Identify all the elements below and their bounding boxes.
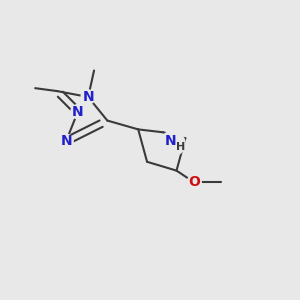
Circle shape bbox=[187, 175, 201, 190]
Text: N: N bbox=[82, 90, 94, 104]
Circle shape bbox=[71, 105, 85, 119]
Text: N: N bbox=[60, 134, 72, 148]
Text: N: N bbox=[72, 105, 84, 119]
Text: N: N bbox=[165, 134, 176, 148]
Circle shape bbox=[81, 90, 95, 104]
Circle shape bbox=[59, 134, 73, 148]
Text: H: H bbox=[176, 142, 185, 152]
Text: O: O bbox=[188, 176, 200, 189]
Circle shape bbox=[160, 131, 185, 156]
